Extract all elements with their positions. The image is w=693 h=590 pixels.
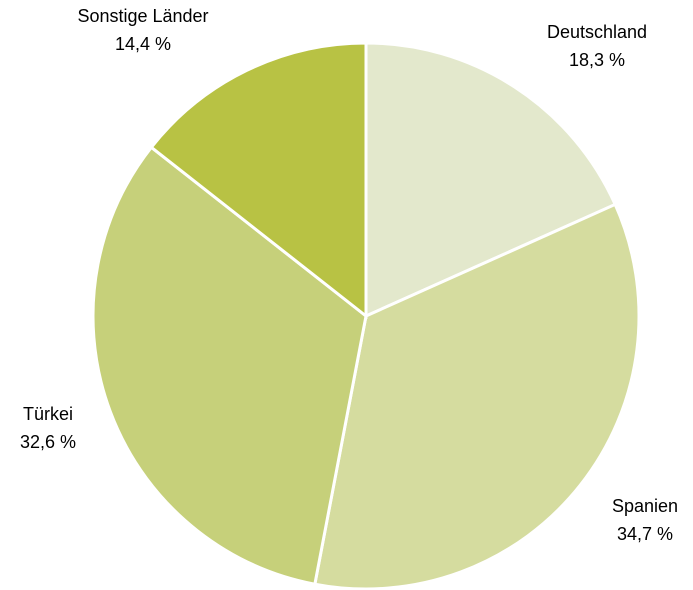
pie-slice: [364, 41, 618, 319]
pie-slice: [313, 202, 641, 590]
pie-slice: [149, 41, 368, 320]
slice-label: Deutschland: [547, 22, 647, 42]
slice-value-label: 34,7 %: [617, 524, 673, 544]
slice-label: Spanien: [612, 496, 678, 516]
slice-value-label: 14,4 %: [115, 34, 171, 54]
slice-value-label: 18,3 %: [569, 50, 625, 70]
slice-label: Sonstige Länder: [77, 6, 208, 26]
slice-value-label: 32,6 %: [20, 432, 76, 452]
pie-slice: [91, 145, 368, 586]
slice-label: Türkei: [23, 404, 73, 424]
